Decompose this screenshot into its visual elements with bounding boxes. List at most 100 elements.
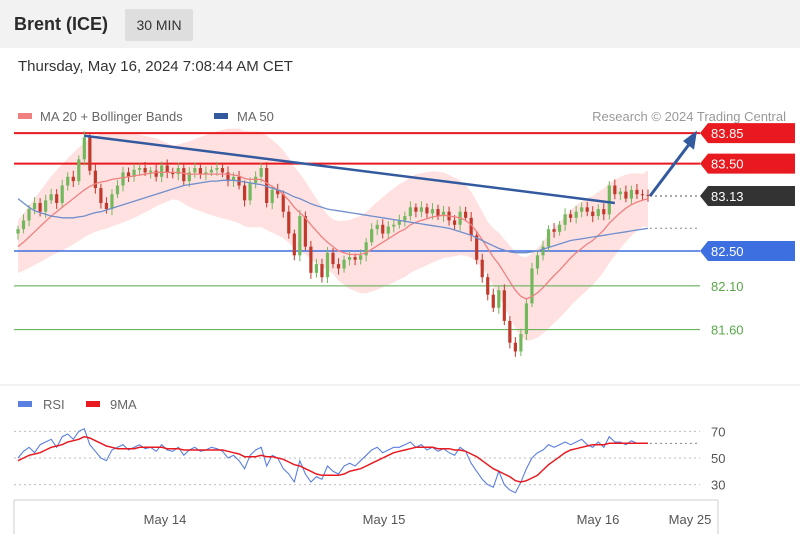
candle-body [265, 168, 269, 203]
candle-body [513, 342, 517, 352]
candle-body [629, 189, 634, 199]
rsi-tick-50: 50 [711, 451, 725, 466]
candle-body [569, 214, 573, 218]
candle-body [347, 257, 352, 260]
candle-body [187, 172, 191, 182]
candle-body [292, 233, 296, 256]
level-label-82.10: 82.10 [711, 279, 744, 294]
level-tag-text-83.85: 83.85 [711, 126, 744, 141]
candle-body [115, 185, 120, 195]
candle-body [38, 202, 42, 212]
trend-line [84, 134, 615, 205]
candle-body [497, 290, 501, 308]
level-tag-text-83.50: 83.50 [711, 157, 744, 172]
candle-body [613, 185, 617, 195]
instrument-title: Brent (ICE) [14, 14, 108, 34]
candle-body [386, 226, 390, 234]
candle-body [270, 189, 274, 203]
candle-body [171, 172, 175, 175]
candle-body [452, 220, 457, 225]
candle-body [370, 229, 374, 243]
candle-body [602, 209, 606, 215]
candle-body [193, 168, 197, 173]
candle-body [303, 216, 307, 247]
candle-body [110, 194, 114, 210]
bollinger-band [18, 128, 648, 341]
candle-body [93, 170, 97, 189]
candle-body [381, 224, 385, 234]
ma20-line [17, 171, 649, 300]
candle-body [524, 303, 529, 334]
candle-body [591, 211, 595, 217]
candle-body [325, 252, 330, 278]
ma50-legend-swatch [214, 113, 228, 119]
candle-body [77, 159, 81, 182]
rsi-series-rsi [17, 427, 648, 494]
level-tag-text-83.13: 83.13 [711, 189, 744, 204]
rsi-plot: 70 50 30 [14, 424, 725, 494]
candle-body [276, 189, 280, 195]
candle-body [430, 209, 435, 214]
timeframe-button[interactable]: 30 MIN [125, 9, 193, 41]
copyright-label: Research © 2024 Trading Central [592, 109, 786, 124]
chart-panel [0, 48, 800, 541]
candle-body [242, 185, 247, 201]
header-bar: Brent (ICE) 30 MIN [0, 0, 800, 48]
level-label-81.60: 81.60 [711, 323, 744, 338]
candle-body [397, 220, 401, 225]
ma50-line [17, 179, 649, 254]
candle-body [209, 169, 214, 173]
ma20-legend-label: MA 20 + Bollinger Bands [40, 109, 183, 124]
candle-body [66, 176, 70, 186]
candle-body [137, 168, 142, 170]
candle-body [220, 168, 225, 173]
candle-body [464, 211, 468, 218]
candle-body [640, 194, 645, 196]
candle-body [259, 168, 263, 177]
candle-body [204, 172, 208, 175]
candle-body [16, 229, 20, 234]
candle-body [248, 182, 252, 201]
candle-body [281, 194, 285, 212]
level-tag-83.85 [700, 123, 795, 144]
rsi-tick-30: 30 [711, 478, 725, 493]
candle-body [508, 320, 512, 343]
rsi-legend-label: RSI [43, 397, 65, 412]
candle-body [27, 209, 31, 221]
candle-body [491, 294, 495, 308]
candle-body [574, 211, 578, 218]
rsi-legend-swatch [18, 401, 32, 407]
candle-body [441, 211, 446, 217]
candle-body [480, 259, 484, 278]
candle-body [469, 217, 473, 236]
candle-body [359, 255, 363, 260]
x-tick-label: May 14 [144, 512, 187, 527]
candle-body [154, 170, 158, 177]
candle-body [49, 194, 53, 201]
candle-body [563, 214, 567, 225]
candle-body [320, 264, 324, 278]
candle-body [364, 242, 368, 256]
candle-body [535, 255, 540, 269]
candle-body [403, 216, 407, 221]
candle-body [546, 229, 551, 247]
candle-body [32, 202, 37, 210]
candle-body [160, 165, 164, 177]
candle-body [21, 220, 26, 230]
candle-body [436, 209, 440, 217]
candle-body [580, 207, 584, 212]
ma20-legend-swatch [18, 113, 32, 119]
projection-arrow-head [683, 130, 697, 150]
candle-body [44, 200, 48, 212]
candle-body [475, 235, 479, 260]
candle-body [331, 252, 335, 265]
candle-body [425, 207, 429, 214]
level-tag-text-82.50: 82.50 [711, 244, 744, 259]
candle-body [557, 224, 562, 232]
level-tag-82.50 [700, 241, 795, 261]
x-tick-label: May 25 [669, 512, 712, 527]
candle-body [392, 224, 396, 227]
candle-body [408, 207, 412, 217]
candle-body [585, 207, 589, 212]
candle-body [353, 257, 357, 260]
